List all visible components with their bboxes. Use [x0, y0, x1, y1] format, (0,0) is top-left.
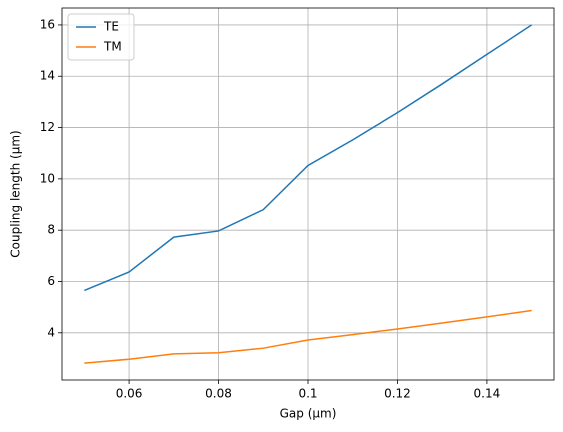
- data-line: [84, 24, 533, 292]
- plot-frame: [61, 7, 555, 381]
- y-tick-label: 6: [47, 274, 55, 288]
- x-tick-label: 0.12: [384, 387, 411, 401]
- y-tick-label: 16: [40, 17, 55, 31]
- legend-box: [67, 13, 135, 61]
- x-tick-label: 0.08: [205, 387, 232, 401]
- x-axis-label: Gap (µm): [280, 407, 337, 421]
- x-tick-label: 0.06: [116, 387, 143, 401]
- legend-label: TE: [103, 20, 119, 34]
- y-axis-label: Coupling length (µm): [9, 130, 23, 257]
- y-tick-label: 4: [47, 325, 55, 339]
- x-tick-label: 0.1: [298, 387, 317, 401]
- y-tick-label: 10: [40, 171, 55, 185]
- data-line: [84, 309, 532, 364]
- legend-label: TM: [103, 40, 122, 54]
- x-tick-label: 0.14: [474, 387, 501, 401]
- y-tick-label: 8: [47, 223, 55, 237]
- y-tick-label: 14: [40, 69, 55, 83]
- y-tick-label: 12: [40, 120, 55, 134]
